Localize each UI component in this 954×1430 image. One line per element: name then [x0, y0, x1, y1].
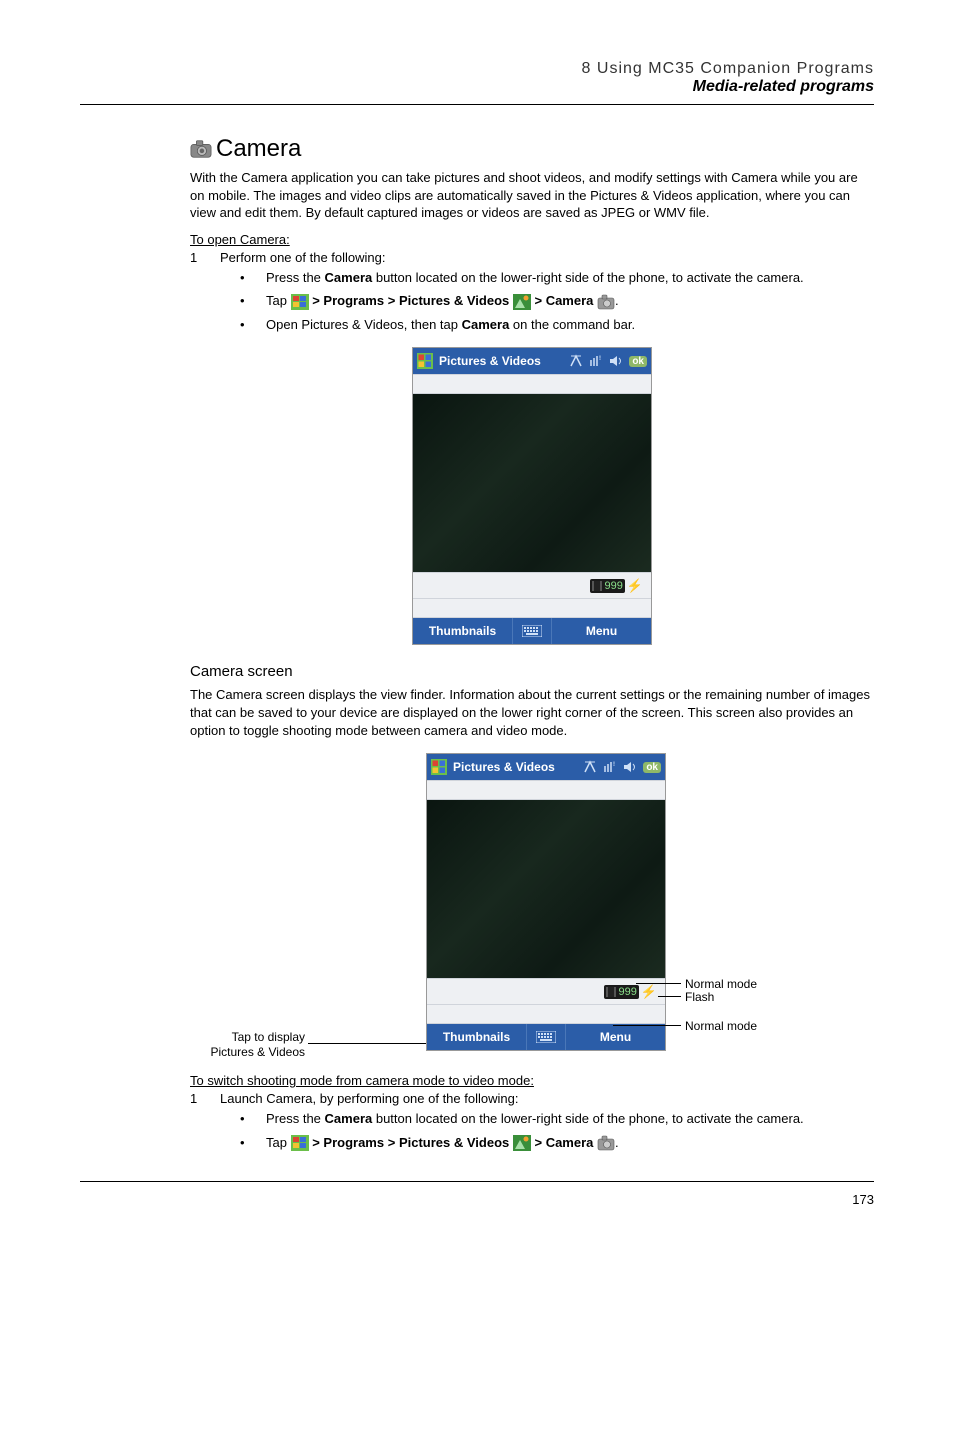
- start-flag-icon: [417, 353, 433, 369]
- keyboard-icon[interactable]: [512, 618, 552, 644]
- bullet-text: Open Pictures & Videos, then tap Camera …: [266, 316, 874, 334]
- step-text: Launch Camera, by performing one of the …: [220, 1090, 518, 1108]
- camera-small-icon: [597, 1135, 615, 1151]
- svg-text:!: !: [599, 356, 601, 362]
- start-flag-icon: [431, 759, 447, 775]
- start-flag-icon: [291, 1135, 309, 1151]
- menu-button[interactable]: Menu: [552, 624, 651, 638]
- bullet-text: Tap > Programs > Pictures & Videos > Cam…: [266, 292, 874, 310]
- subheading: Camera screen: [190, 663, 874, 680]
- page-number: 173: [80, 1192, 874, 1207]
- step-number: 1: [190, 1090, 202, 1108]
- start-flag-icon: [291, 294, 309, 310]
- section-heading: Camera: [216, 135, 301, 163]
- connectivity-icon: [583, 760, 597, 774]
- header-divider: [80, 104, 874, 105]
- bullet-dot: •: [240, 316, 248, 334]
- bullet-text: Tap > Programs > Pictures & Videos > Cam…: [266, 1134, 874, 1152]
- open-camera-title: To open Camera:: [190, 232, 874, 247]
- flash-icon: ⚡: [641, 984, 657, 1000]
- annotation-line: [308, 1043, 426, 1044]
- pictures-videos-icon: [513, 294, 531, 310]
- lower-band: [413, 598, 651, 618]
- camera-screenshot-2: Pictures & Videos ! ok 999 ⚡: [426, 753, 666, 1051]
- thumbnails-button[interactable]: Thumbnails: [427, 1030, 526, 1044]
- header-section: Media-related programs: [80, 78, 874, 96]
- bullet-dot: •: [240, 1110, 248, 1128]
- status-bar: 999 ⚡: [413, 572, 651, 598]
- filmstrip-icon: [592, 581, 602, 591]
- step-number: 1: [190, 249, 202, 267]
- connectivity-icon: [569, 354, 583, 368]
- viewfinder: [427, 800, 665, 978]
- subheading-paragraph: The Camera screen displays the view find…: [190, 686, 874, 739]
- speaker-icon: [623, 760, 637, 774]
- annotation-flash: Flash: [685, 990, 714, 1004]
- viewfinder: [413, 394, 651, 572]
- frame-counter: 999: [604, 985, 638, 999]
- flash-icon: ⚡: [627, 578, 643, 594]
- ok-button[interactable]: ok: [629, 356, 647, 367]
- intro-paragraph: With the Camera application you can take…: [190, 169, 874, 222]
- filmstrip-icon: [606, 987, 616, 997]
- pictures-videos-icon: [513, 1135, 531, 1151]
- annotation-normal-mode: Normal mode: [685, 977, 757, 991]
- signal-icon: !: [603, 760, 617, 774]
- upper-band: [413, 374, 651, 394]
- switch-mode-title: To switch shooting mode from camera mode…: [190, 1073, 874, 1088]
- svg-text:!: !: [613, 762, 615, 768]
- upper-band: [427, 780, 665, 800]
- frame-counter: 999: [590, 579, 624, 593]
- annotation-line: [636, 983, 681, 984]
- signal-icon: !: [589, 354, 603, 368]
- camera-screenshot-1: Pictures & Videos ! ok 999 ⚡: [412, 347, 652, 645]
- thumbnails-button[interactable]: Thumbnails: [413, 624, 512, 638]
- annotation-line: [613, 1025, 681, 1026]
- camera-heading-icon: [190, 139, 212, 159]
- step-text: Perform one of the following:: [220, 249, 385, 267]
- menu-button[interactable]: Menu: [566, 1030, 665, 1044]
- annotation-tap-display: Tap to displayPictures & Videos: [190, 1030, 305, 1059]
- bullet-text: Press the Camera button located on the l…: [266, 1110, 874, 1128]
- ok-button[interactable]: ok: [643, 762, 661, 773]
- bullet-text: Press the Camera button located on the l…: [266, 269, 874, 287]
- lower-band: [427, 1004, 665, 1024]
- status-bar: 999 ⚡: [427, 978, 665, 1004]
- camera-small-icon: [597, 294, 615, 310]
- footer-divider: [80, 1181, 874, 1182]
- keyboard-icon[interactable]: [526, 1024, 566, 1050]
- header-chapter: 8 Using MC35 Companion Programs: [80, 60, 874, 78]
- speaker-icon: [609, 354, 623, 368]
- window-title: Pictures & Videos: [439, 354, 563, 368]
- window-title: Pictures & Videos: [453, 760, 577, 774]
- bullet-dot: •: [240, 292, 248, 310]
- bullet-dot: •: [240, 1134, 248, 1152]
- annotation-line: [658, 996, 681, 997]
- annotation-normal-mode-2: Normal mode: [685, 1019, 757, 1033]
- bullet-dot: •: [240, 269, 248, 287]
